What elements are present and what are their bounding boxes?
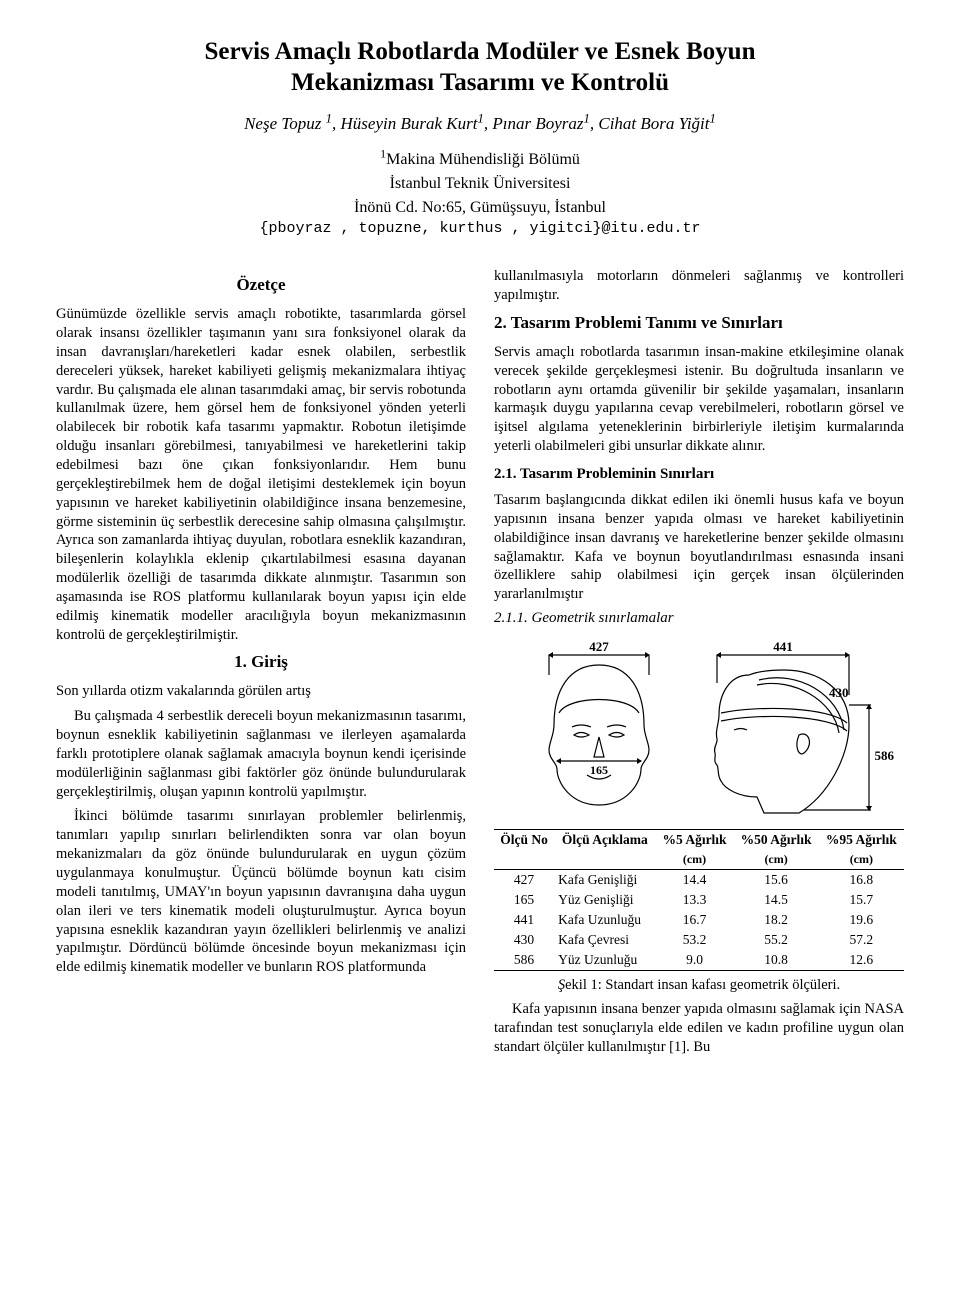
th-95: %95 Ağırlık [819, 830, 904, 851]
section-2-1-1-head: 2.1.1. Geometrik sınırlamalar [494, 610, 904, 627]
table-row: 441 Kafa Uzunluğu 16.7 18.2 19.6 [494, 910, 904, 930]
affiliation-addr: İnönü Cd. No:65, Gümüşsuyu, İstanbul [56, 197, 904, 219]
giris-p1: Bu çalışmada 4 serbestlik dereceli boyun… [56, 707, 466, 801]
tail-paragraph: Kafa yapısının insana benzer yapıda olma… [494, 1000, 904, 1057]
affiliation-dept: 1Makina Mühendisliği Bölümü [56, 149, 904, 171]
dim-441-label: 441 [773, 639, 793, 654]
dim-430-label: 430 [829, 685, 849, 700]
ozetce-body: Günümüzde özellikle servis amaçlı roboti… [56, 305, 466, 644]
paper-title: Servis Amaçlı Robotlarda Modüler ve Esne… [56, 36, 904, 99]
th-aciklama: Ölçü Açıklama [554, 830, 655, 851]
table-row: 165 Yüz Genişliği 13.3 14.5 15.7 [494, 890, 904, 910]
section-2-1-body: Tasarım başlangıcında dikkat edilen iki … [494, 491, 904, 604]
th-sub-3: (cm) [733, 850, 818, 870]
section-1-head: 1. Giriş [56, 652, 466, 672]
affiliation-univ: İstanbul Teknik Üniversitesi [56, 173, 904, 195]
section-2-head: 2. Tasarım Problemi Tanımı ve Sınırları [494, 313, 904, 333]
anthropometry-table: Ölçü No Ölçü Açıklama %5 Ağırlık %50 Ağı… [494, 829, 904, 971]
th-5: %5 Ağırlık [656, 830, 734, 851]
emails: {pboyraz , topuzne, kurthus , yigitci}@i… [56, 220, 904, 237]
page: Servis Amaçlı Robotlarda Modüler ve Esne… [0, 0, 960, 1083]
section-2-body: Servis amaçlı robotlarda tasarımın insan… [494, 343, 904, 456]
th-sub-1 [554, 850, 655, 870]
title-line-1: Servis Amaçlı Robotlarda Modüler ve Esne… [205, 38, 756, 65]
section-2-1-head: 2.1. Tasarım Probleminin Sınırları [494, 466, 904, 483]
authors: Neşe Topuz 1, Hüseyin Burak Kurt1, Pınar… [56, 113, 904, 136]
title-line-2: Mekanizması Tasarımı ve Kontrolü [291, 69, 669, 96]
th-sub-2: (cm) [656, 850, 734, 870]
body-columns: Özetçe Günümüzde özellikle servis amaçlı… [56, 267, 904, 1062]
section-ozetce-head: Özetçe [56, 275, 466, 295]
table-row: 586 Yüz Uzunluğu 9.0 10.8 12.6 [494, 950, 904, 971]
giris-p0: Son yıllarda otizm vakalarında görülen a… [56, 682, 466, 701]
figure-1-caption: Şekil 1: Standart insan kafası geometrik… [494, 977, 904, 994]
table-row: 427 Kafa Genişliği 14.4 15.6 16.8 [494, 870, 904, 891]
th-sub-0 [494, 850, 554, 870]
th-olcuno: Ölçü No [494, 830, 554, 851]
head-diagrams-icon: 427 165 [499, 635, 899, 825]
th-50: %50 Ağırlık [733, 830, 818, 851]
dim-165-label: 165 [590, 763, 608, 777]
table-row: 430 Kafa Çevresi 53.2 55.2 57.2 [494, 930, 904, 950]
dim-586-label: 586 [875, 748, 895, 763]
col2-continuation: kullanılmasıyla motorların dönmeleri sağ… [494, 267, 904, 305]
dim-427-label: 427 [589, 639, 609, 654]
figure-1: 427 165 [494, 635, 904, 994]
giris-p2: İkinci bölümde tasarımı sınırlayan probl… [56, 807, 466, 977]
th-sub-4: (cm) [819, 850, 904, 870]
